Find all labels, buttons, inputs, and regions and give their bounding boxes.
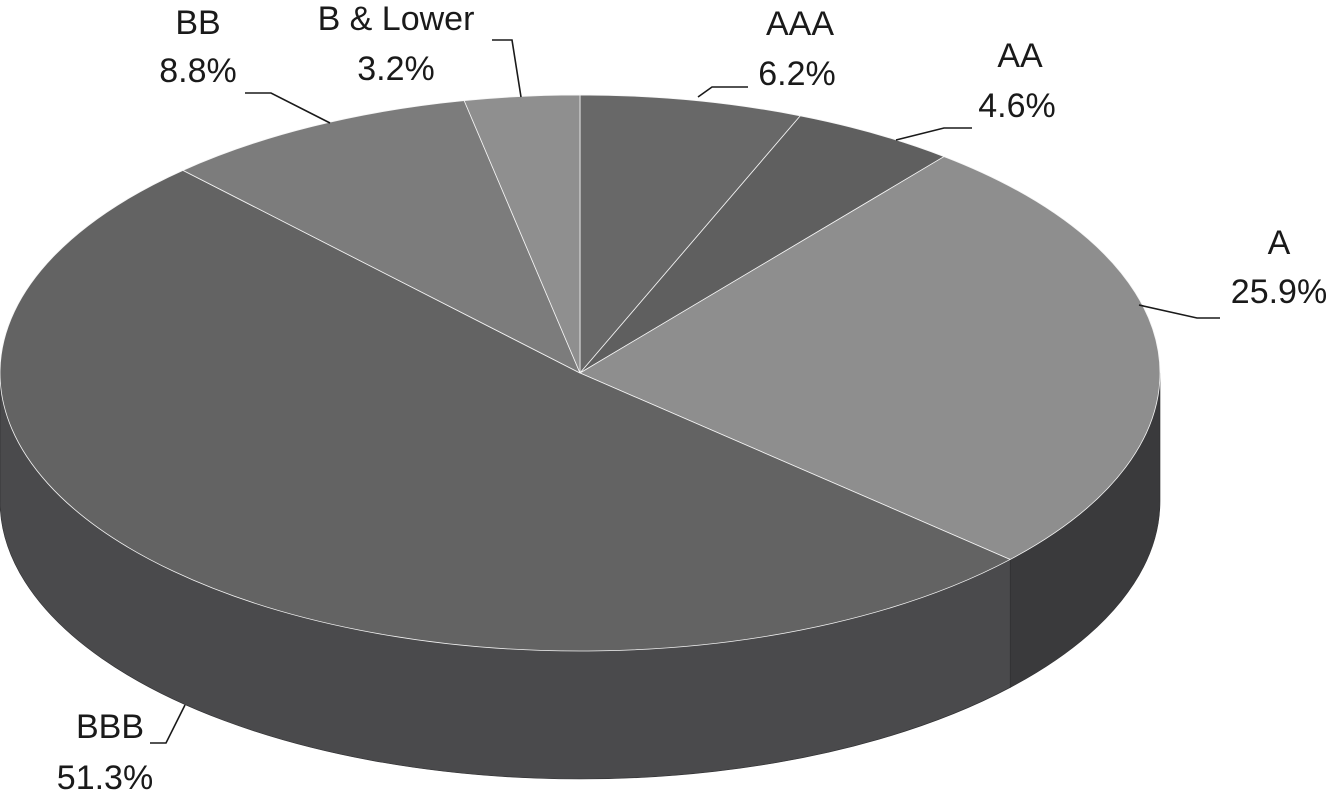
slice-b-lower[interactable] (463, 94, 581, 374)
value-label-b-lower: 3.2% (357, 50, 435, 88)
slice-bbb[interactable] (0, 169, 1011, 652)
leader-line-aa (895, 127, 972, 141)
value-label-a: 25.9% (1231, 273, 1327, 311)
slice-a[interactable] (579, 156, 1161, 560)
leader-line-bb (245, 92, 331, 124)
value-label-bbb: 51.3% (57, 759, 153, 797)
leader-line-a (1138, 304, 1220, 319)
value-label-bb: 8.8% (159, 52, 237, 90)
value-label-aaa: 6.2% (758, 55, 836, 93)
category-label-bb: BB (175, 4, 220, 42)
leader-line-bbb (150, 704, 186, 744)
category-label-a: A (1268, 224, 1291, 262)
slice-aaa[interactable] (579, 94, 801, 374)
slice-aa[interactable] (579, 115, 945, 374)
category-label-b-lower: B & Lower (318, 0, 475, 38)
category-label-bbb: BBB (76, 708, 144, 746)
slice-bb[interactable] (182, 100, 581, 374)
category-label-aaa: AAA (766, 5, 834, 43)
slice-labels: AAA 6.2% AA 4.6% A 25.9% BBB 51.3% BB 8.8% B & Low… (57, 0, 1327, 797)
value-label-aa: 4.6% (978, 87, 1056, 125)
category-label-aa: AA (997, 37, 1043, 75)
leader-line-b-lower (492, 39, 522, 98)
leader-line-aaa (697, 86, 748, 98)
leader-lines (150, 39, 1220, 744)
pie-top-slices (0, 94, 1161, 652)
